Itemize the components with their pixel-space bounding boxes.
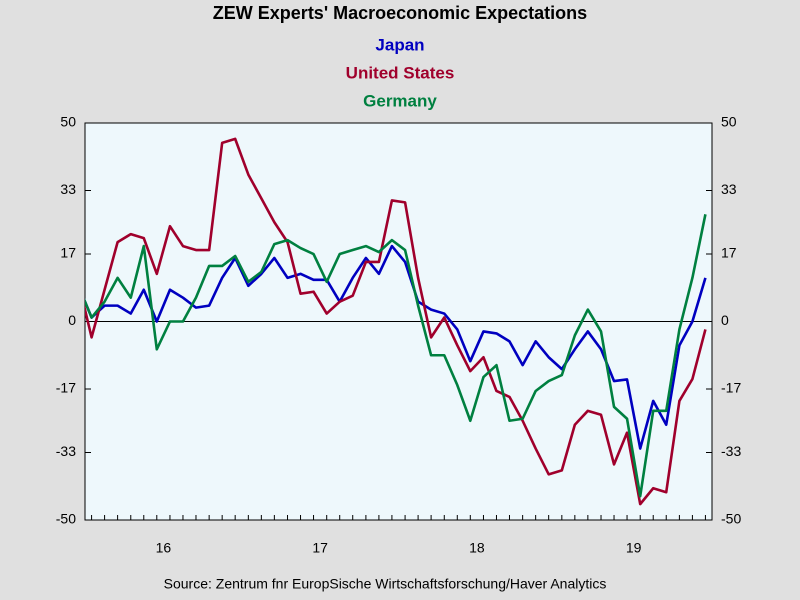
y2-tick-label: 33 [721,181,737,197]
series-line [85,137,707,506]
y2-tick-label: -17 [721,380,741,396]
y-tick-label: 17 [60,245,76,261]
y2-tick-label: 17 [721,245,737,261]
series-line [85,214,707,498]
series-line [85,244,707,450]
y-tick-label: 33 [60,181,76,197]
y-tick-label: 0 [68,312,76,328]
x-tick-label: 17 [312,540,328,556]
y-tick-label: -33 [56,443,76,459]
y2-tick-label: -50 [721,511,741,527]
y-tick-label: -50 [56,511,76,527]
source-note: Source: Zentrum fnr EuropSische Wirtscha… [164,576,607,592]
x-tick-label: 19 [626,540,642,556]
legend-entry: United States [346,63,455,82]
y-tick-label: -17 [56,380,76,396]
x-tick-label: 16 [156,540,172,556]
legend-entry: Japan [375,35,424,54]
y-tick-label: 50 [60,114,76,130]
y2-tick-label: 0 [721,312,729,328]
chart-title: ZEW Experts' Macroeconomic Expectations [213,3,587,23]
x-tick-label: 18 [469,540,485,556]
y2-tick-label: -33 [721,443,741,459]
legend-entry: Germany [363,91,437,110]
y2-tick-label: 50 [721,114,737,130]
